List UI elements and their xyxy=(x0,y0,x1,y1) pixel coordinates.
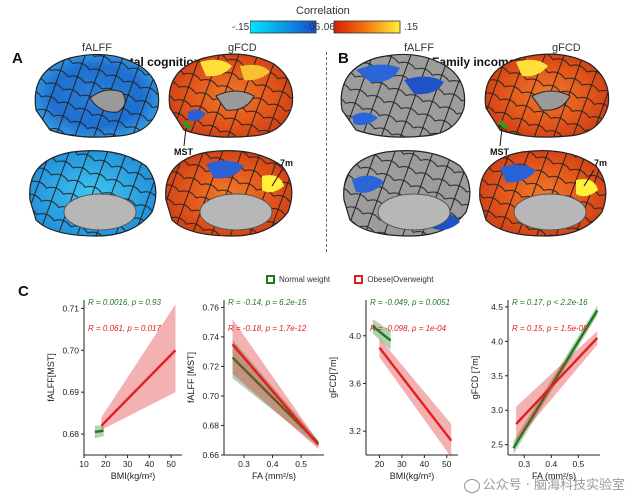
plot3-stat-normal: R = -0.049, p = 0.0051 xyxy=(370,298,450,307)
plot3-ylabel: gFCD[7m] xyxy=(328,357,338,398)
panel-b-gfcd-label: gFCD xyxy=(552,42,581,54)
plot4-fit-normal xyxy=(512,309,599,449)
panel-b-falff-label: fALFF xyxy=(404,42,434,54)
plot2-band-obese xyxy=(232,319,319,450)
plot1-xtick-label: 20 xyxy=(101,459,111,469)
plot3-xtick-label: 20 xyxy=(375,459,385,469)
panel-a-gfcd-medial xyxy=(165,150,293,237)
plot3-xtick-label: 40 xyxy=(420,459,430,469)
plot2-ytick-label: 0.74 xyxy=(202,332,219,342)
plot4-stat-obese: R = 0.15, p = 1.5e-08 xyxy=(512,324,588,333)
plot4-ylabel: gFCD [7m] xyxy=(470,356,480,400)
plot2-ytick-label: 0.76 xyxy=(202,302,219,312)
wechat-icon xyxy=(463,478,480,493)
plot3-fit-normal xyxy=(371,325,392,342)
plot4-ytick-label: 2.5 xyxy=(491,440,503,450)
plot3-xtick-label: 30 xyxy=(397,459,407,469)
panel-a-7m-annotation: 7m xyxy=(280,158,294,168)
plot2-xlabel: FA (mm²/s) xyxy=(252,471,296,481)
panel-b-falff-lateral xyxy=(340,53,466,138)
plot1-fit-normal xyxy=(94,429,104,434)
plot1-stat-normal: R = 0.0016, p = 0.93 xyxy=(88,298,161,307)
plot1-xtick-label: 30 xyxy=(123,459,133,469)
colorbar xyxy=(250,20,401,34)
plot2-xtick-label: 0.4 xyxy=(267,459,279,469)
plot3-ytick-label: 3.2 xyxy=(349,426,361,436)
panel-b-gfcd-medial xyxy=(479,150,607,237)
plot1-xtick-label: 10 xyxy=(79,459,89,469)
plot1-stat-obese: R = 0.061, p = 0.017 xyxy=(88,324,161,333)
colorbar-title: Correlation xyxy=(296,5,350,17)
panel-a-falff-medial xyxy=(29,150,157,237)
colorbar-tick-max: .15 xyxy=(404,22,418,33)
plot3-ytick-label: 4.0 xyxy=(349,331,361,341)
panel-a-mst-annotation: MST xyxy=(174,147,193,157)
plot1-ytick-label: 0.69 xyxy=(62,387,79,397)
plot2-fit-obese xyxy=(231,343,320,446)
colorbar-tick-posmid: .06 xyxy=(321,22,335,33)
plot1-band-obese xyxy=(101,304,176,430)
watermark-text: 公众号 · 脑海科技实验室 xyxy=(482,478,625,493)
panel-a-letter: A xyxy=(12,50,23,67)
plot1-ylabel: fALFF[MST] xyxy=(46,353,56,402)
plot4-ytick-label: 3.5 xyxy=(491,371,503,381)
plot2-ytick-label: 0.72 xyxy=(202,361,219,371)
panel-a-gfcd-lateral xyxy=(168,53,294,138)
panel-b-gfcd-lateral xyxy=(484,53,610,138)
plot1-ytick-label: 0.70 xyxy=(62,345,79,355)
plot3-ytick-label: 3.6 xyxy=(349,378,361,388)
panel-a-falff-label: fALFF xyxy=(82,42,112,54)
plot3-stat-obese: R = -0.098, p = 1e-04 xyxy=(370,324,447,333)
plot2-ytick-label: 0.68 xyxy=(202,420,219,430)
panel-b-falff-medial xyxy=(343,150,471,237)
plot2-stat-normal: R = -0.14, p = 6.2e-15 xyxy=(228,298,307,307)
panel-divider xyxy=(326,52,327,252)
legend-obese-label: Obese|Overweight xyxy=(367,275,434,284)
colorbar-tick-min: -.15 xyxy=(232,22,250,33)
plot2-ytick-label: 0.70 xyxy=(202,391,219,401)
plot4-xtick-label: 0.5 xyxy=(572,459,584,469)
plot4-band-obese xyxy=(516,331,598,442)
plot3-xtick-label: 50 xyxy=(442,459,452,469)
plot2-ylabel: fALFF [MST] xyxy=(186,352,196,403)
brain-maps xyxy=(29,53,610,237)
panel-b-mst-annotation: MST xyxy=(490,147,509,157)
plot2-ytick-label: 0.66 xyxy=(202,450,219,460)
panel-b-7m-annotation: 7m xyxy=(594,158,608,168)
panel-c-letter: C xyxy=(18,283,29,300)
plot3-xlabel: BMI(kg/m²) xyxy=(390,471,435,481)
legend-obese-swatch xyxy=(354,275,364,285)
panel-b-title: Family income xyxy=(432,55,516,69)
plot4-stat-normal: R = 0.17, p < 2.2e-16 xyxy=(512,298,588,307)
plot4-ytick-label: 4.5 xyxy=(491,302,503,312)
plot2-xtick-label: 0.3 xyxy=(238,459,250,469)
legend-normal-label: Normal weight xyxy=(279,275,331,284)
plot4-fit-obese xyxy=(515,337,599,425)
panel-a-gfcd-label: gFCD xyxy=(228,42,257,54)
plot1-xtick-label: 50 xyxy=(166,459,176,469)
plot2-xtick-label: 0.5 xyxy=(295,459,307,469)
plot1-ytick-label: 0.71 xyxy=(62,303,79,313)
plot4-xlabel: FA (mm²/s) xyxy=(532,471,576,481)
legend: Normal weight Obese|Overweight xyxy=(266,275,434,285)
plot4-ytick-label: 3.0 xyxy=(491,405,503,415)
plot4-xtick-label: 0.4 xyxy=(545,459,557,469)
watermark: 公众号 · 脑海科技实验室 xyxy=(463,474,625,493)
plot2-stat-obese: R = -0.18, p = 1.7e-12 xyxy=(228,324,307,333)
plot1-ytick-label: 0.68 xyxy=(62,429,79,439)
panel-b-letter: B xyxy=(338,50,349,67)
plot3-fit-obese xyxy=(378,346,453,442)
colorbar-tick-negmid: -.06 xyxy=(303,22,321,33)
plot4-xtick-label: 0.3 xyxy=(518,459,530,469)
legend-normal-swatch xyxy=(266,275,275,285)
plot1-xtick-label: 40 xyxy=(145,459,155,469)
plot1-xlabel: BMI(kg/m²) xyxy=(111,471,156,481)
plot1-fit-obese xyxy=(100,349,177,427)
panel-a-falff-lateral xyxy=(34,53,160,138)
plot4-ytick-label: 4.0 xyxy=(491,336,503,346)
plot3-band-obese xyxy=(379,338,452,458)
